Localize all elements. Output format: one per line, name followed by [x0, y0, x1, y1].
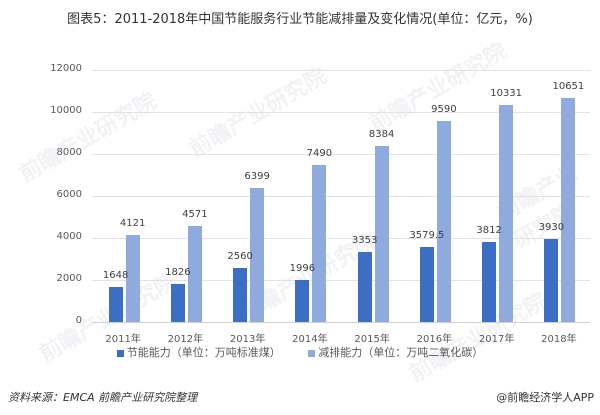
legend-swatch-series1-icon [116, 349, 124, 357]
chart-title: 图表5：2011-2018年中国节能服务行业节能减排量及变化情况(单位：亿元，%… [67, 12, 533, 27]
bar-series2 [187, 226, 202, 322]
value-label-series2: 4571 [182, 209, 208, 220]
bar-series2 [499, 105, 514, 322]
gridline [92, 238, 590, 239]
source-note: 资料来源：EMCA 前瞻产业研究院整理 [8, 391, 198, 404]
x-axis-category-label: 2015年 [354, 334, 390, 345]
value-label-series2: 10331 [490, 88, 523, 100]
value-label-series2: 10651 [552, 81, 585, 93]
bar-series1 [295, 280, 310, 322]
gridline [92, 154, 590, 155]
chart-legend: 节能能力（单位：万吨标准煤） 减排能力（单位：万吨二氧化碳） [0, 344, 600, 360]
value-label-series2: 4121 [119, 218, 146, 230]
legend-item-series2: 减排能力（单位：万吨二氧化碳） [308, 344, 483, 360]
x-axis-category-label: 2018年 [541, 334, 577, 345]
x-axis-category-label: 2017年 [478, 334, 515, 345]
bar-series2 [561, 98, 576, 322]
value-label-series2: 6399 [244, 170, 270, 182]
legend-item-series1: 节能能力（单位：万吨标准煤） [116, 344, 281, 360]
x-axis-category-label: 2014年 [292, 334, 328, 345]
y-axis-tick-label: 8000 [56, 147, 82, 158]
bar-series2 [374, 145, 389, 322]
bar-series2 [436, 120, 451, 322]
x-axis-category-label: 2011年 [105, 334, 141, 345]
x-axis-category-label: 2013年 [229, 334, 266, 345]
value-label-series1: 3930 [538, 222, 565, 234]
credit-note: @前瞻经济学人APP [496, 391, 594, 404]
bar-series1 [108, 287, 123, 322]
x-axis-category-label: 2016年 [416, 334, 453, 345]
value-label-series1: 3353 [351, 234, 378, 246]
y-axis-tick-label: 4000 [56, 231, 82, 242]
y-axis-tick-label: 0 [75, 315, 82, 326]
gridline [92, 280, 590, 281]
bar-series2 [250, 187, 265, 322]
bar-series1 [170, 283, 185, 322]
value-label-series1: 1648 [102, 270, 129, 282]
legend-label-series1: 节能能力（单位：万吨标准煤） [126, 346, 281, 359]
legend-swatch-series2-icon [308, 349, 316, 357]
x-axis-category-label: 2012年 [167, 334, 204, 345]
value-label-series1: 1826 [165, 266, 191, 278]
value-label-series1: 3812 [476, 224, 502, 236]
bar-series1 [419, 246, 434, 322]
watermark-text: 前瞻产业研究院 [15, 88, 162, 188]
value-label-series2: 9590 [431, 103, 457, 115]
value-label-series1: 1996 [289, 263, 316, 275]
value-label-series1: 2560 [227, 251, 253, 263]
y-axis-tick-label: 6000 [56, 189, 82, 200]
y-axis-tick-label: 2000 [56, 273, 82, 284]
legend-label-series2: 减排能力（单位：万吨二氧化碳） [318, 346, 484, 359]
y-axis-tick-label: 12000 [50, 63, 82, 74]
gridline [92, 112, 590, 113]
y-axis-tick-label: 10000 [50, 105, 82, 116]
gridline [92, 196, 590, 197]
bar-series1 [482, 241, 497, 322]
bar-series1 [233, 268, 248, 322]
value-label-series2: 7490 [306, 147, 333, 159]
bar-series2 [125, 235, 140, 322]
bar-series1 [544, 239, 559, 322]
x-axis-line [92, 322, 590, 323]
value-label-series1: 3579.5 [409, 229, 445, 241]
bar-series1 [357, 251, 372, 322]
value-label-series2: 8384 [368, 128, 395, 140]
gridline [92, 70, 590, 71]
bar-series2 [312, 164, 327, 322]
